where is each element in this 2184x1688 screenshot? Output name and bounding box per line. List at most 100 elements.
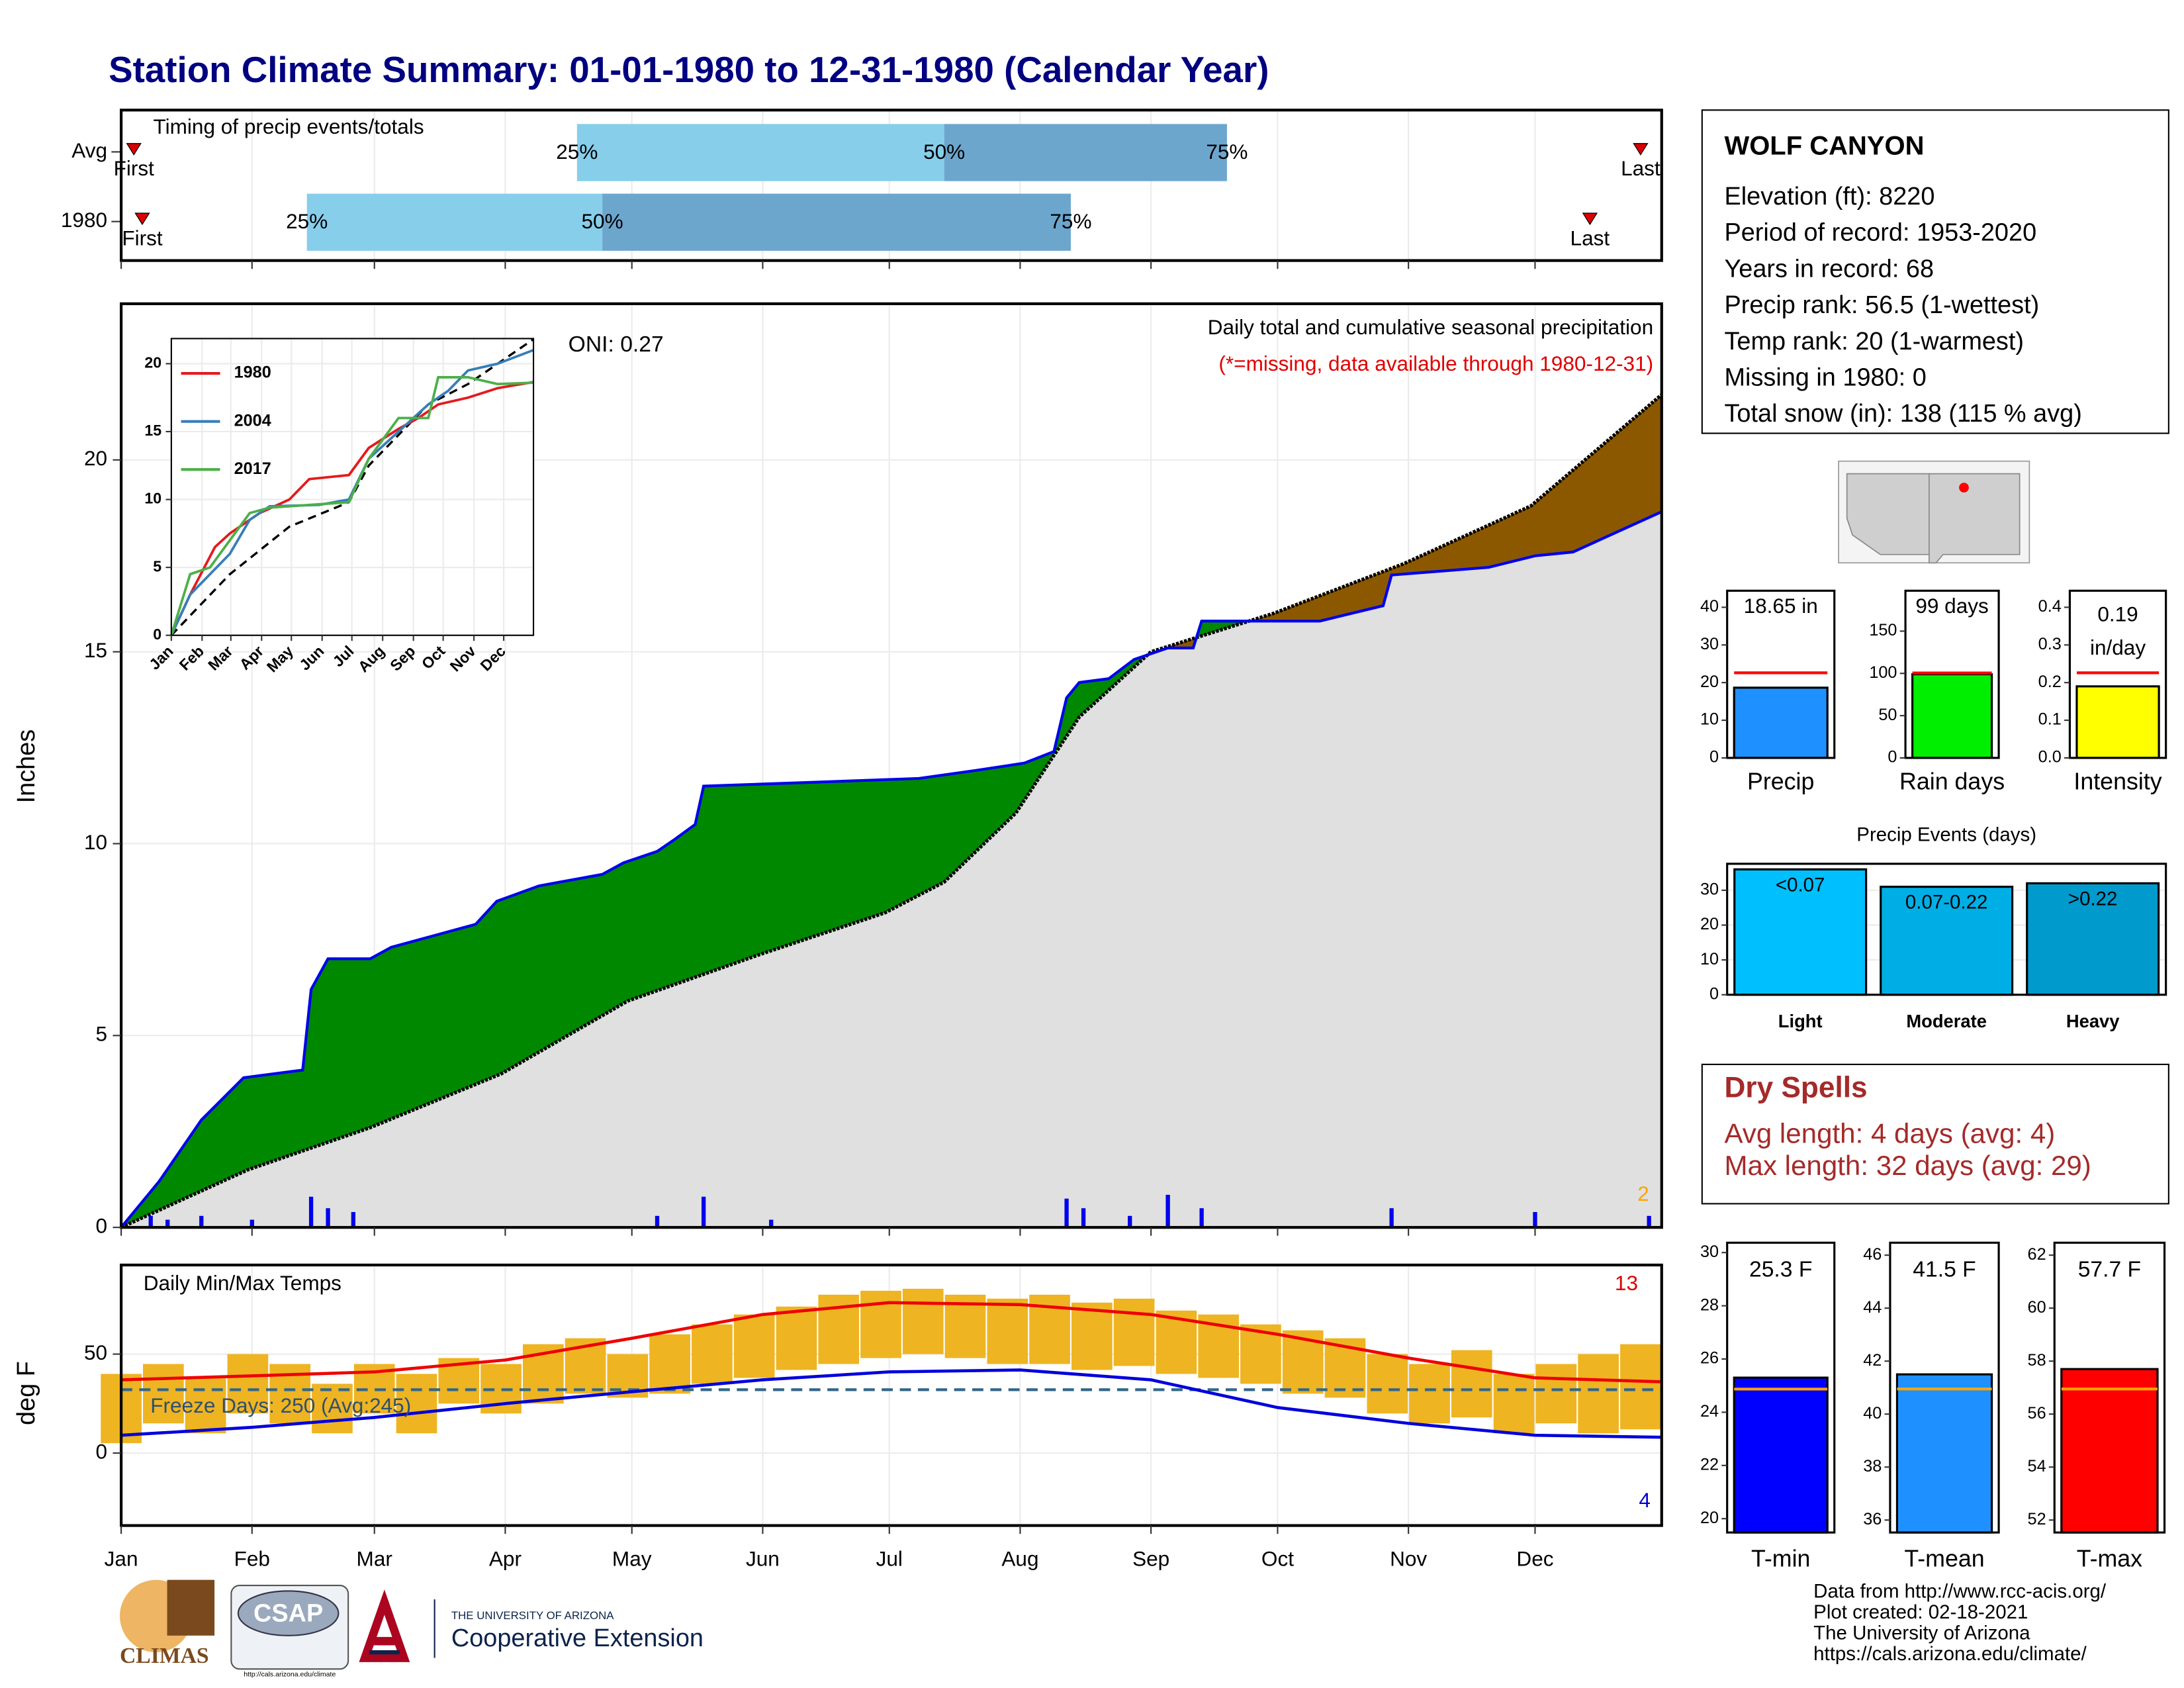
frame: [119, 1263, 1663, 1527]
y-tick-label: 38: [1863, 1457, 1882, 1476]
daily-temp-bar: [1493, 1374, 1535, 1434]
y-tick-label: 54: [2028, 1457, 2046, 1476]
y-tick-label: 0: [153, 626, 161, 643]
logo-text: CLIMAS: [120, 1644, 209, 1668]
bar: [1733, 868, 1868, 996]
y-tick-label: 46: [1863, 1245, 1882, 1264]
y-tick-label: 0: [96, 1439, 108, 1463]
daily-temp-bar: [1578, 1354, 1619, 1434]
panel-label: T-max: [2077, 1546, 2142, 1572]
daily-temp-bar: [776, 1306, 817, 1370]
count: 2: [1637, 1182, 1649, 1205]
daily-temp-bar: [1451, 1350, 1492, 1418]
station-line: Elevation (ft): 8220: [1724, 183, 1934, 211]
y-tick-label: 30: [1700, 635, 1719, 653]
y-tick-label: 100: [1869, 663, 1897, 682]
x-tick-label: Jan: [105, 1547, 138, 1571]
credit: The University of Arizona: [1813, 1622, 2030, 1644]
credit: Data from http://www.rcc-acis.org/: [1813, 1580, 2107, 1602]
y-tick-label: 60: [2028, 1298, 2046, 1317]
x-tick-label: May: [263, 642, 296, 675]
event-marker: [1633, 143, 1649, 156]
quartile-bar: [602, 193, 1071, 251]
station-line: Missing in 1980: 0: [1724, 363, 1926, 391]
frame: [1889, 1241, 2000, 1534]
annotation: Daily total and cumulative seasonal prec…: [1208, 315, 1653, 339]
y-tick-label: 28: [1700, 1295, 1719, 1314]
x-tick-label: Feb: [234, 1547, 270, 1571]
single-bar: [1733, 1376, 1829, 1534]
x-tick-label: Mar: [357, 1547, 392, 1571]
logo-text: http://cals.arizona.edu/climate: [244, 1671, 336, 1679]
y-tick-label: 40: [1700, 597, 1719, 616]
x-tick-label: Jun: [296, 642, 327, 673]
credit: https://cals.arizona.edu/climate/: [1813, 1643, 2087, 1665]
x-tick-label: Dec: [477, 642, 509, 674]
bin-label: <0.07: [1776, 874, 1825, 896]
chart-title: Daily Min/Max Temps: [144, 1271, 341, 1295]
quartile-label: 75%: [1206, 140, 1248, 164]
record-low-count: 4: [1639, 1488, 1651, 1512]
y-tick-label: 0.0: [2038, 748, 2062, 767]
daily-temp-bar: [1071, 1302, 1113, 1370]
daily-temp-bar: [143, 1364, 184, 1424]
oni: ONI: 0.27: [569, 332, 664, 357]
y-tick-label: 0: [1709, 984, 1719, 1003]
bin-label: >0.22: [2068, 888, 2118, 910]
y-tick-label: 0: [1888, 748, 1897, 767]
row-label: 1980: [61, 208, 107, 232]
y-tick-label: 20: [1700, 1509, 1719, 1527]
y-tick-label: 56: [2028, 1404, 2046, 1423]
x-tick-label: Apr: [489, 1547, 522, 1571]
row-label: Avg: [71, 138, 107, 162]
daily-temp-bar: [1535, 1364, 1577, 1424]
panel-label: Intensity: [2073, 768, 2161, 794]
average-line: [120, 393, 1663, 1229]
daily-temp-bar: [902, 1288, 944, 1354]
y-tick-label: 0: [1709, 748, 1719, 767]
logo-text: THE UNIVERSITY OF ARIZONA: [451, 1609, 614, 1622]
y-tick-label: 22: [1700, 1455, 1719, 1474]
daily-temp-bar: [227, 1354, 269, 1414]
record-high-count: 13: [1615, 1271, 1638, 1295]
event-label: First: [114, 156, 155, 180]
quartile-label: 50%: [923, 140, 965, 164]
frame: [1726, 863, 2167, 996]
y-tick-label: 50: [84, 1340, 107, 1364]
y-tick-label: 0.1: [2038, 710, 2062, 729]
daily-temp-bar: [692, 1324, 733, 1384]
x-tick-label: May: [612, 1547, 652, 1571]
x-tick-label: Dec: [1516, 1547, 1553, 1571]
y-tick-label: 50: [1878, 706, 1897, 724]
y-axis-label: Inches: [13, 729, 40, 804]
y-tick-label: 0.2: [2038, 673, 2062, 691]
dry-spells-line: Avg length: 4 days (avg: 4): [1724, 1117, 2055, 1149]
quartile-bar: [306, 193, 603, 251]
x-tick-label: Nov: [1390, 1547, 1427, 1571]
daily-bar: [165, 1219, 170, 1228]
frame: [1904, 589, 2000, 759]
y-tick-label: 10: [144, 490, 161, 507]
x-tick-label: Light: [1778, 1011, 1823, 1031]
daily-bar: [351, 1211, 356, 1228]
x-tick-label: Sep: [387, 642, 418, 674]
daily-bar: [1533, 1211, 1537, 1228]
frame: [119, 302, 1663, 1229]
y-tick-label: 40: [1863, 1404, 1882, 1423]
unit-label: in/day: [2090, 635, 2146, 659]
locator-map: [1838, 460, 2030, 564]
value-label: 0.19: [2097, 602, 2138, 626]
bin-label: 0.07-0.22: [1905, 892, 1987, 914]
x-tick-label: Jul: [330, 642, 357, 670]
station-line: Period of record: 1953-2020: [1724, 219, 2036, 247]
y-tick-label: 30: [1700, 1243, 1719, 1261]
daily-bar: [1165, 1194, 1170, 1228]
frame: [1726, 589, 1836, 759]
logo-text: CSAP: [253, 1599, 323, 1627]
legend-label: 2004: [234, 411, 271, 430]
frame: [2053, 1241, 2166, 1534]
daily-bar: [655, 1215, 660, 1228]
avg-max-line: [121, 1301, 1662, 1383]
event-label: Last: [1621, 156, 1661, 180]
value-label: 41.5 F: [1913, 1257, 1976, 1282]
